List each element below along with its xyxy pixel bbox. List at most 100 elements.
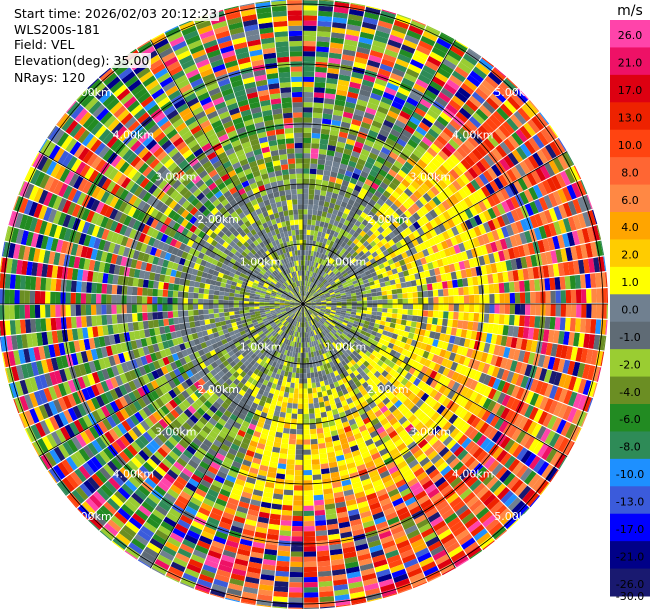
velocity-gate — [313, 278, 318, 284]
velocity-gate — [330, 37, 344, 44]
velocity-gate — [380, 214, 388, 223]
velocity-gate — [412, 292, 418, 298]
velocity-gate — [351, 172, 360, 180]
velocity-gate — [303, 295, 305, 301]
velocity-gate — [328, 139, 337, 147]
velocity-gate — [329, 290, 335, 294]
velocity-gate — [313, 102, 324, 109]
velocity-gate — [438, 150, 449, 161]
velocity-gate — [327, 287, 333, 291]
velocity-gate — [412, 148, 424, 159]
velocity-gate — [362, 144, 373, 152]
velocity-gate — [341, 212, 348, 220]
velocity-gate — [326, 239, 331, 246]
velocity-gate — [332, 286, 339, 291]
velocity-gate — [453, 244, 461, 254]
velocity-gate — [365, 64, 379, 73]
velocity-gate — [316, 36, 331, 43]
velocity-gate — [377, 299, 383, 304]
velocity-gate — [352, 251, 359, 258]
velocity-gate — [413, 304, 419, 310]
velocity-gate — [310, 298, 315, 301]
velocity-gate — [361, 21, 377, 30]
velocity-gate — [360, 84, 373, 93]
velocity-gate — [419, 242, 427, 251]
velocity-gate — [318, 269, 323, 275]
velocity-gate — [385, 173, 395, 182]
velocity-gate — [334, 269, 340, 275]
velocity-gate — [303, 0, 318, 1]
velocity-gate — [346, 239, 353, 246]
velocity-gate — [305, 291, 307, 297]
velocity-gate — [433, 139, 445, 150]
velocity-gate — [309, 183, 316, 190]
velocity-gate — [290, 551, 303, 557]
velocity-gate — [397, 293, 403, 299]
velocity-gate — [304, 280, 306, 286]
velocity-gate — [290, 382, 295, 389]
velocity-gate — [410, 59, 424, 70]
velocity-gate — [358, 269, 365, 275]
velocity-gate — [381, 9, 397, 15]
velocity-gate — [335, 292, 341, 296]
velocity-gate — [422, 263, 429, 272]
velocity-gate — [322, 248, 327, 255]
velocity-gate — [410, 180, 421, 190]
velocity-gate — [478, 125, 491, 138]
velocity-gate — [558, 204, 568, 219]
velocity-gate — [317, 15, 333, 22]
velocity-gate — [460, 158, 472, 170]
velocity-gate — [316, 535, 328, 542]
velocity-gate — [397, 169, 408, 179]
velocity-gate — [487, 219, 496, 231]
velocity-gate — [300, 357, 303, 364]
velocity-gate — [279, 448, 288, 455]
velocity-gate — [375, 269, 382, 276]
velocity-gate — [314, 273, 319, 279]
velocity-gate — [295, 454, 303, 460]
velocity-gate — [520, 218, 529, 232]
velocity-gate — [407, 63, 422, 74]
velocity-gate — [303, 71, 315, 77]
velocity-gate — [465, 49, 481, 62]
velocity-gate — [494, 128, 507, 141]
velocity-gate — [389, 263, 397, 270]
velocity-gate — [331, 192, 339, 200]
velocity-gate — [303, 66, 315, 72]
velocity-gate — [295, 372, 300, 379]
velocity-gate — [379, 282, 386, 288]
velocity-gate — [347, 19, 362, 27]
velocity-gate — [417, 265, 424, 273]
velocity-gate — [333, 262, 339, 268]
velocity-gate — [329, 129, 339, 137]
velocity-gate — [303, 10, 318, 16]
velocity-gate — [274, 575, 289, 582]
velocity-gate — [397, 115, 409, 125]
velocity-gate — [303, 556, 317, 562]
velocity-gate — [501, 226, 510, 238]
velocity-gate — [322, 175, 330, 182]
velocity-gate — [551, 175, 562, 190]
velocity-gate — [369, 125, 381, 134]
velocity-gate — [354, 141, 364, 149]
velocity-gate — [425, 212, 434, 222]
velocity-gate — [424, 255, 432, 264]
velocity-gate — [438, 164, 449, 176]
velocity-gate — [320, 284, 326, 290]
velocity-gate — [294, 480, 303, 486]
velocity-gate — [376, 133, 388, 142]
velocity-gate — [349, 177, 358, 185]
velocity-gate — [351, 298, 357, 302]
velocity-gate — [465, 249, 474, 260]
velocity-gate — [283, 427, 290, 434]
velocity-gate — [528, 186, 539, 201]
velocity-gate — [309, 168, 317, 175]
velocity-gate — [382, 271, 389, 278]
velocity-gate — [448, 246, 456, 256]
velocity-gate — [412, 298, 419, 304]
velocity-gate — [393, 160, 404, 170]
velocity-gate — [319, 293, 325, 297]
velocity-gate — [412, 221, 421, 230]
velocity-gate — [530, 304, 536, 316]
velocity-gate — [349, 287, 356, 292]
